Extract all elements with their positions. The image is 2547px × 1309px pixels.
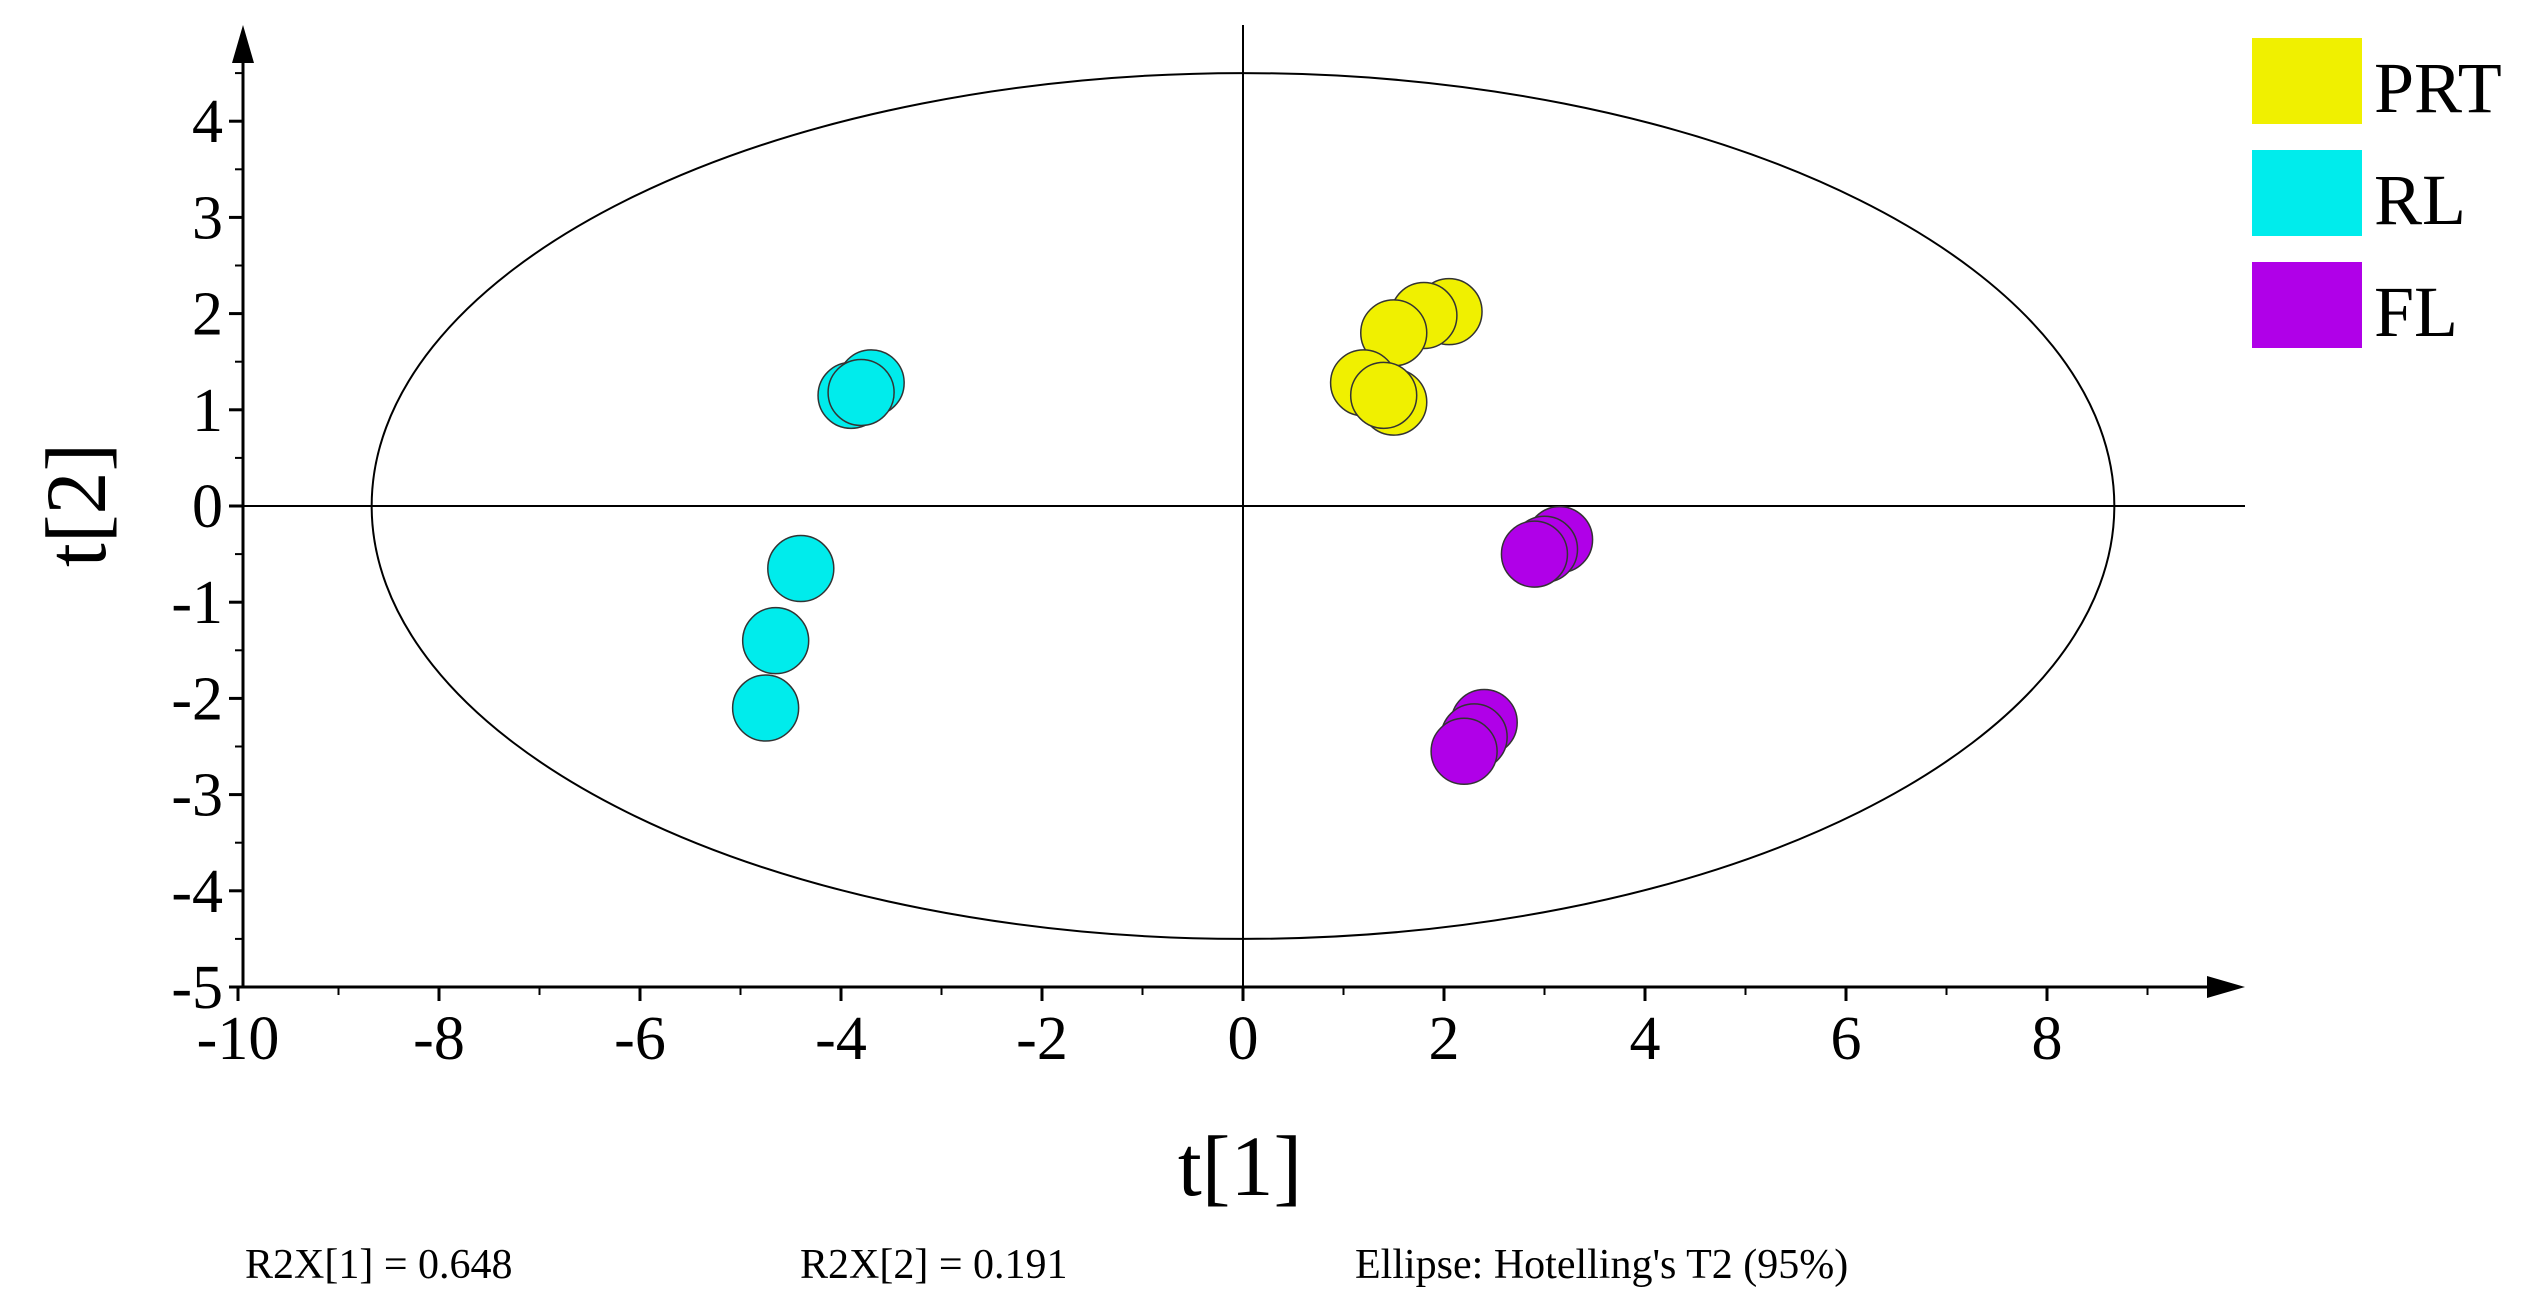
y-tick-label: -1 bbox=[171, 569, 223, 637]
x-tick-label: 6 bbox=[1831, 1005, 1862, 1073]
x-axis-title: t[1] bbox=[1178, 1118, 1302, 1214]
data-point-rl bbox=[767, 534, 835, 603]
x-tick-label: 2 bbox=[1429, 1005, 1460, 1073]
data-points-layer bbox=[731, 277, 1594, 786]
legend-label-rl: RL bbox=[2374, 160, 2466, 240]
r2x2-label: R2X[2] = 0.191 bbox=[800, 1242, 1068, 1288]
legend-swatch-fl bbox=[2252, 262, 2362, 348]
y-tick-label: 1 bbox=[192, 377, 223, 445]
y-tick-label: -3 bbox=[171, 762, 223, 830]
legend: PRT RL FL bbox=[2252, 38, 2502, 352]
y-tick-label: -5 bbox=[171, 954, 223, 1022]
data-point-rl bbox=[731, 674, 800, 742]
data-point-fl bbox=[1500, 520, 1569, 588]
x-tick-label: -6 bbox=[614, 1005, 666, 1073]
legend-label-prt: PRT bbox=[2374, 48, 2502, 128]
y-tick-label: 2 bbox=[192, 281, 223, 349]
x-tick-label: 8 bbox=[2032, 1005, 2063, 1073]
x-tick-label: -2 bbox=[1016, 1005, 1068, 1073]
axes-layer bbox=[229, 25, 2245, 1001]
data-point-rl bbox=[741, 606, 810, 675]
x-tick-label: 4 bbox=[1630, 1005, 1661, 1073]
data-point-fl bbox=[1430, 717, 1498, 786]
y-axis-title: t[2] bbox=[28, 443, 124, 567]
y-axis-arrow bbox=[232, 25, 254, 63]
y-tick-label: -2 bbox=[171, 665, 223, 733]
y-tick-label: 0 bbox=[192, 473, 223, 541]
legend-swatch-prt bbox=[2252, 38, 2362, 124]
y-tick-label: 4 bbox=[192, 88, 223, 156]
y-tick-label: -4 bbox=[171, 858, 223, 926]
data-point-rl bbox=[827, 358, 895, 427]
x-tick-label: -4 bbox=[815, 1005, 867, 1073]
x-tick-label: 0 bbox=[1228, 1005, 1259, 1073]
x-tick-label: -8 bbox=[413, 1005, 465, 1073]
r2x1-label: R2X[1] = 0.648 bbox=[245, 1242, 513, 1288]
x-tick-label: -10 bbox=[197, 1005, 280, 1073]
legend-label-fl: FL bbox=[2374, 272, 2458, 352]
legend-swatch-rl bbox=[2252, 150, 2362, 236]
y-tick-label: 3 bbox=[192, 184, 223, 252]
x-axis-arrow bbox=[2207, 976, 2245, 998]
data-point-prt bbox=[1349, 361, 1418, 430]
ellipse-note: Ellipse: Hotelling's T2 (95%) bbox=[1355, 1242, 1848, 1288]
